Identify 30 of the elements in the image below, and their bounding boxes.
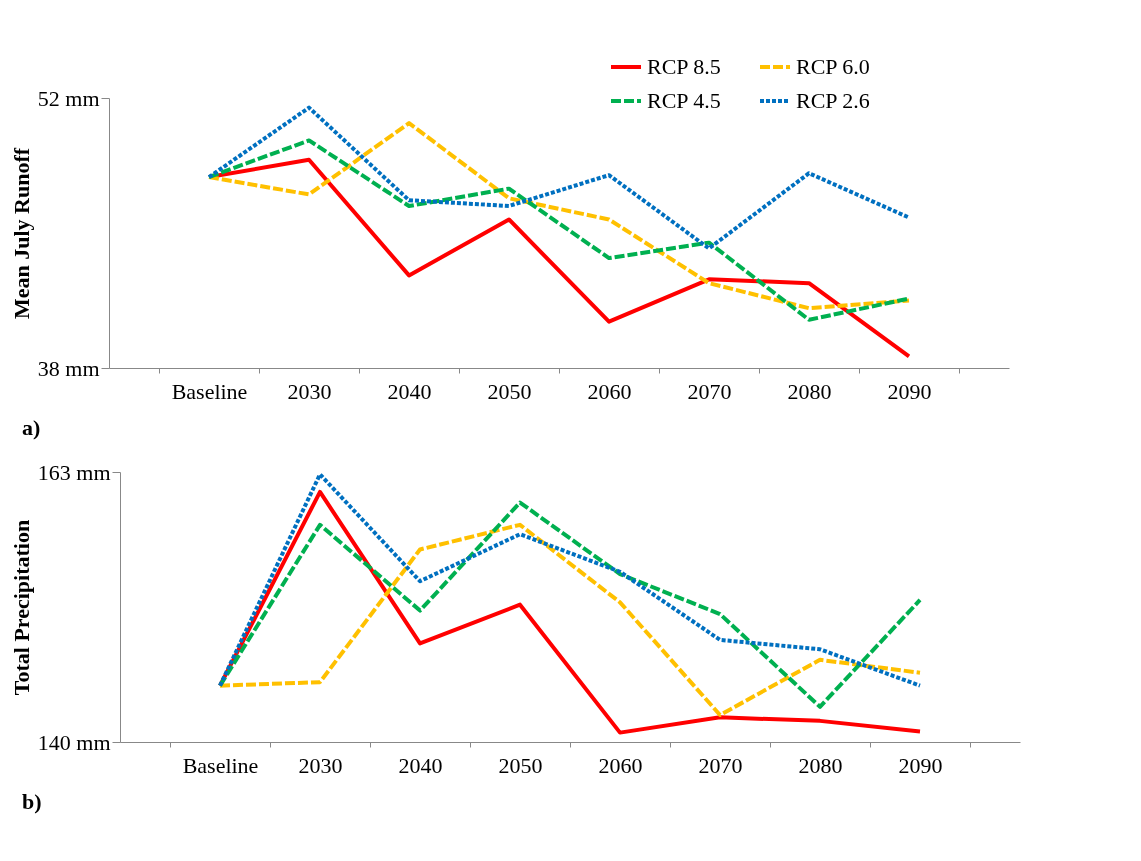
x-tick-label: 2060 [598,752,643,778]
x-tick-label: 2050 [487,378,532,404]
y-axis-title: Total Precipitation [8,519,34,696]
x-tick-label: 2090 [887,378,932,404]
y-tick-label: 140 mm [37,729,111,755]
y-tick-label: 38 mm [37,355,100,381]
x-tick-label: 2030 [298,752,343,778]
x-tick-label: Baseline [182,752,259,778]
x-tick-label: 2040 [387,378,432,404]
line-series [218,489,922,735]
x-tick-label: 2080 [787,378,832,404]
legend-label: RCP 8.5 [647,54,721,79]
line-series [218,472,922,688]
x-tick-label: 2050 [498,752,543,778]
text: a) [22,415,42,441]
x-tick-label: 2060 [587,378,632,404]
x-tick-label: 2090 [898,752,943,778]
legend-label: RCP 6.0 [796,54,870,79]
x-tick-label: 2040 [398,752,443,778]
legend-label: RCP 2.6 [796,88,870,113]
x-tick-label: 2070 [698,752,743,778]
x-tick-label: 2080 [798,752,843,778]
text: b) [22,789,43,815]
y-axis-title: Mean July Runoff [8,147,34,320]
y-tick-label: 163 mm [37,459,111,485]
y-tick-label: 52 mm [37,85,100,111]
legend-label: RCP 4.5 [647,88,721,113]
x-tick-label: 2070 [687,378,732,404]
x-tick-label: Baseline [171,378,248,404]
x-tick-label: 2030 [287,378,332,404]
